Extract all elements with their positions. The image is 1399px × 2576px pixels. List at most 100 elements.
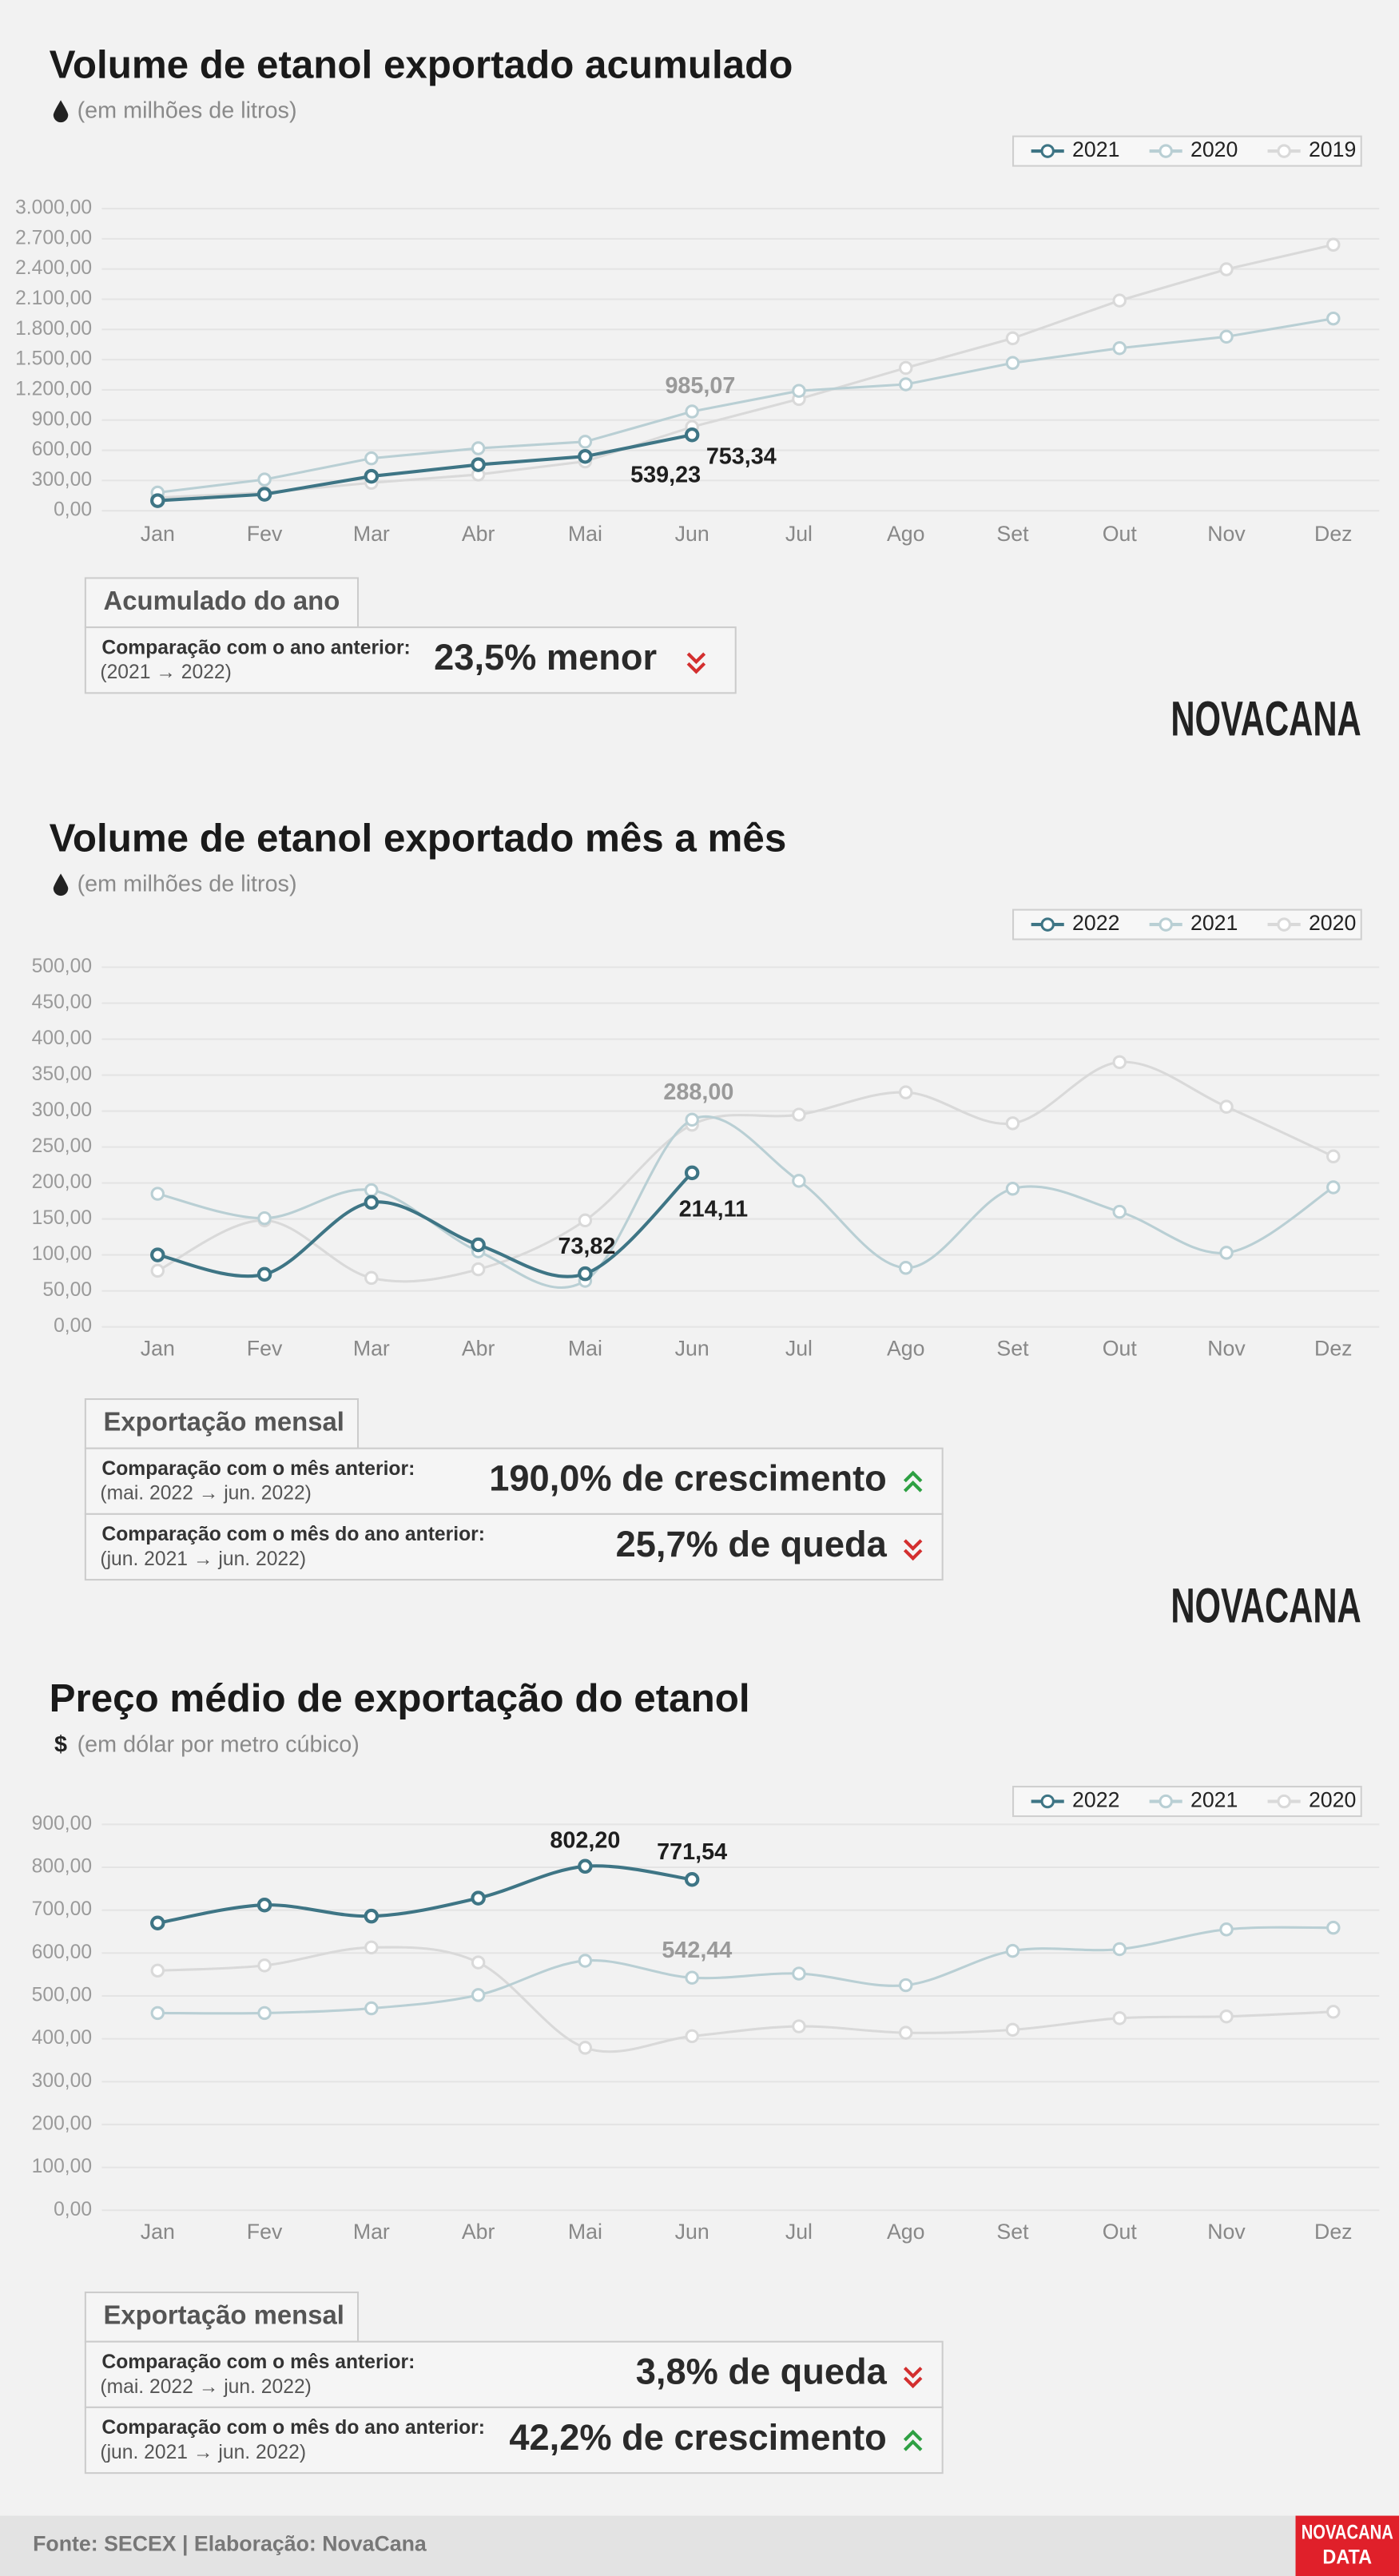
row-period: (mai. 2022 → jun. 2022) (100, 1483, 312, 1505)
y-tick-label: 500,00 (32, 956, 92, 977)
x-tick-label: Dez (1314, 522, 1353, 546)
chart-subtitle: (em dólar por metro cúbico) (78, 1731, 360, 1757)
panel-tab (84, 577, 360, 629)
data-point (364, 2001, 379, 2016)
series-line (157, 433, 693, 503)
row-value: 190,0% de crescimento (489, 1458, 887, 1499)
y-tick-label: 200,00 (32, 2113, 92, 2134)
row-value: 42,2% de crescimento (509, 2417, 886, 2458)
data-point (792, 1174, 806, 1188)
legend-label: 2021 (1190, 911, 1238, 935)
data-point (1219, 262, 1234, 276)
y-tick-label: 600,00 (32, 439, 92, 460)
data-label: 214,11 (679, 1197, 748, 1222)
data-label: 539,23 (630, 462, 701, 487)
y-tick-label: 1.800,00 (15, 318, 92, 340)
legend-marker (1040, 1794, 1055, 1809)
data-point (1326, 311, 1341, 326)
data-point (364, 1908, 380, 1924)
data-point (150, 1915, 165, 1930)
data-point (471, 457, 486, 472)
panel-row (84, 626, 737, 694)
data-point (1326, 1920, 1341, 1935)
trend-arrow (903, 1470, 923, 1493)
data-point (471, 1262, 486, 1277)
legend-marker (1159, 917, 1173, 932)
data-point (792, 1966, 806, 1981)
data-point (1112, 2011, 1127, 2025)
x-tick-label: Set (996, 2220, 1029, 2244)
data-point (898, 2025, 913, 2040)
data-label: 802,20 (550, 1828, 620, 1854)
y-tick-label: 600,00 (32, 1942, 92, 1963)
row-label: Comparação com o mês do ano anterior: (101, 2417, 485, 2439)
panel-title: Exportação mensal (103, 1407, 344, 1437)
logo: NOVACANA (1170, 692, 1361, 747)
legend-marker (1159, 144, 1173, 158)
x-tick-label: Mai (568, 2220, 602, 2244)
series-line (157, 1926, 1333, 2015)
data-label: 73,82 (558, 1234, 615, 1259)
y-tick-label: 700,00 (32, 1898, 92, 1920)
chart-title: Volume de etanol exportado mês a mês (50, 816, 787, 860)
y-tick-label: 150,00 (32, 1207, 92, 1229)
x-tick-label: Jun (675, 2220, 709, 2244)
x-tick-label: Jan (141, 1336, 175, 1360)
legend-box (1012, 135, 1362, 167)
y-tick-label: 200,00 (32, 1171, 92, 1193)
row-value: 25,7% de queda (616, 1524, 888, 1564)
y-tick-label: 1.200,00 (15, 378, 92, 400)
panel-title: Exportação mensal (103, 2300, 344, 2330)
data-point (1112, 341, 1127, 356)
legend-box (1012, 1786, 1362, 1818)
legend-marker (1040, 917, 1055, 932)
trend-arrow (903, 2429, 923, 2451)
row-period: (mai. 2022 → jun. 2022) (100, 2376, 312, 2398)
data-point (1326, 1180, 1341, 1195)
legend-label: 2020 (1190, 137, 1238, 161)
data-point (1005, 1182, 1020, 1196)
footer-logo-box (1295, 2515, 1399, 2576)
panel-tab (84, 1398, 360, 1449)
data-point (1219, 1099, 1234, 1114)
legend-box (1012, 908, 1362, 940)
legend-label: 2021 (1072, 137, 1119, 161)
legend-label: 2022 (1072, 1788, 1119, 1812)
y-tick-label: 900,00 (32, 408, 92, 430)
panel-tab (84, 2292, 360, 2343)
footer-logo: NOVACANA (1302, 2522, 1393, 2544)
data-point (578, 1858, 593, 1874)
data-point (1219, 1922, 1234, 1937)
data-point (1112, 1942, 1127, 1957)
row-period: (jun. 2021 → jun. 2022) (100, 2442, 306, 2463)
y-tick-label: 2.700,00 (15, 227, 92, 248)
data-point (898, 1978, 913, 1993)
x-tick-label: Dez (1314, 1336, 1353, 1360)
trend-arrow (686, 652, 706, 674)
y-tick-label: 0,00 (54, 2199, 92, 2220)
x-tick-label: Fev (247, 1336, 283, 1360)
data-point (471, 1955, 486, 1970)
footer-band (0, 2515, 1399, 2576)
y-tick-label: 800,00 (32, 1855, 92, 1877)
x-tick-label: Fev (247, 522, 283, 546)
data-label: 985,07 (665, 373, 735, 399)
data-point (1326, 2005, 1341, 2019)
data-point (364, 468, 380, 484)
data-point (150, 1247, 165, 1262)
data-point (792, 1107, 806, 1122)
data-point (364, 1195, 380, 1210)
data-label: 753,34 (706, 444, 777, 470)
row-value: 3,8% de queda (636, 2351, 888, 2392)
y-tick-label: 100,00 (32, 1243, 92, 1265)
panel-title: Acumulado do ano (103, 586, 340, 615)
data-point (898, 1261, 913, 1275)
data-point (471, 1237, 486, 1253)
legend-marker (1277, 917, 1291, 932)
x-tick-label: Mar (353, 2220, 390, 2244)
data-point (684, 1165, 700, 1181)
legend-label: 2019 (1309, 137, 1356, 161)
row-label: Comparação com o ano anterior: (101, 637, 410, 658)
